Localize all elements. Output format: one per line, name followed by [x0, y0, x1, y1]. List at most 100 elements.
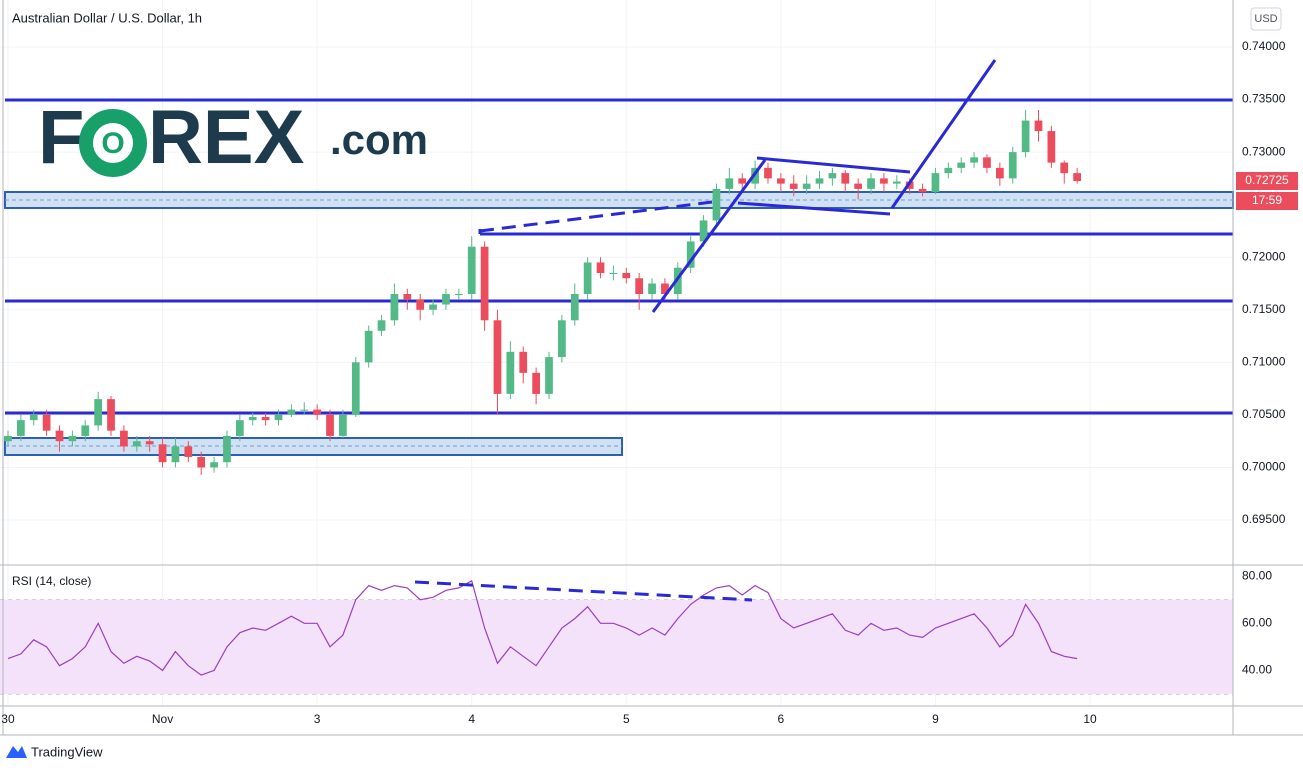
currency[interactable]: USD [1254, 13, 1277, 25]
candle-body [1008, 152, 1017, 179]
candle-body [661, 283, 669, 295]
candle-body [261, 416, 270, 421]
candle-body [1073, 173, 1082, 182]
candle-body [158, 444, 167, 463]
candle-body [429, 304, 437, 310]
candle-body [609, 272, 618, 274]
x-tick-label: Nov [152, 712, 173, 726]
y-tick-label: 0.73000 [1242, 144, 1286, 158]
x-tick-label: 5 [623, 712, 630, 726]
candle-body [235, 420, 244, 436]
x-tick-label: 3 [314, 712, 321, 726]
logo-text: .com [330, 116, 428, 163]
candle-body [493, 320, 502, 394]
candle-body [416, 299, 425, 310]
candle-body [42, 414, 51, 431]
y-tick-label: 0.72000 [1242, 249, 1286, 263]
candle-body [81, 425, 90, 436]
candle-body [29, 414, 38, 421]
candle-body [983, 157, 991, 168]
candle-body [145, 441, 154, 445]
x-tick-label: 4 [468, 712, 475, 726]
x-tick-label: 10 [1083, 712, 1097, 726]
candle-body [596, 262, 605, 273]
candle-body [4, 435, 12, 442]
candle-body [944, 167, 953, 174]
footer-icon [6, 746, 27, 758]
candle-body [738, 178, 747, 184]
candle-body [1060, 162, 1069, 174]
candle-body [274, 414, 283, 421]
candle-body [777, 178, 785, 184]
candle-body [248, 416, 257, 421]
candle-body [699, 220, 708, 242]
candle-body [867, 178, 875, 189]
candle-body [648, 283, 656, 295]
y-tick-label: 0.71500 [1242, 302, 1286, 316]
candle-body [828, 173, 837, 179]
candle-body [841, 173, 850, 184]
candle-body [725, 178, 734, 189]
y-tick-label: 60.00 [1242, 615, 1272, 629]
y-tick-label: 0.74000 [1242, 39, 1286, 53]
x-tick-label: 9 [932, 712, 939, 726]
candle-body [210, 462, 218, 468]
logo-text: O [101, 127, 124, 160]
candle-body [326, 414, 334, 436]
candle-body [880, 178, 888, 184]
marks [4, 110, 1082, 676]
candle-body [815, 178, 824, 184]
candle-body [313, 409, 322, 415]
candle-body [854, 183, 863, 189]
countdown: 17:59 [1252, 193, 1282, 207]
candle-body [957, 162, 966, 168]
candle-body [970, 157, 978, 163]
logo-text: F [38, 95, 84, 180]
candle-body [931, 173, 940, 193]
candle-body [107, 399, 115, 431]
candle-body [545, 357, 553, 394]
candle-body [583, 262, 592, 295]
candle-body [686, 241, 695, 268]
y-tick-label: 0.70000 [1242, 460, 1286, 474]
candle-body [467, 246, 476, 295]
last-price-box [1236, 172, 1298, 190]
y-tick-label: 80.00 [1242, 568, 1272, 582]
trend-line [737, 201, 891, 216]
candle-body [442, 294, 450, 305]
candle-body [223, 435, 231, 463]
candle-body [55, 430, 64, 442]
trend-line [890, 59, 997, 209]
y-tick-label: 0.69500 [1242, 512, 1286, 526]
trend-line [414, 580, 753, 602]
y-tick-label: 0.71000 [1242, 355, 1286, 369]
footer[interactable]: TradingView [31, 744, 103, 759]
currency-button[interactable] [1250, 7, 1282, 31]
logo-text: REX [148, 95, 305, 180]
y-tick-label: 40.00 [1242, 663, 1272, 677]
candle-body [802, 183, 811, 189]
x-tick-label: 30 [1, 712, 15, 726]
candle-body [1034, 120, 1043, 132]
last-price: 0.72725 [1245, 173, 1289, 187]
candle-body [351, 362, 360, 415]
trend-line [651, 159, 767, 313]
chart-title: Australian Dollar / U.S. Dollar, 1h [12, 10, 202, 25]
candle-body [171, 446, 180, 463]
trend-line [756, 156, 911, 174]
logo: F O REX .com [38, 95, 428, 180]
candle-body [519, 351, 528, 373]
y-tick-label: 0.73500 [1242, 92, 1286, 106]
logo-o [79, 109, 147, 177]
candle-body [390, 294, 399, 321]
trend-line [479, 200, 713, 233]
candle-body [287, 409, 296, 415]
candle-body [364, 330, 373, 363]
candle-body [184, 446, 193, 457]
y-tick-label: 0.70500 [1242, 407, 1286, 421]
candle-body [635, 278, 644, 295]
candle-body [300, 409, 309, 411]
candle-body [377, 320, 386, 331]
candle-body [570, 294, 579, 321]
